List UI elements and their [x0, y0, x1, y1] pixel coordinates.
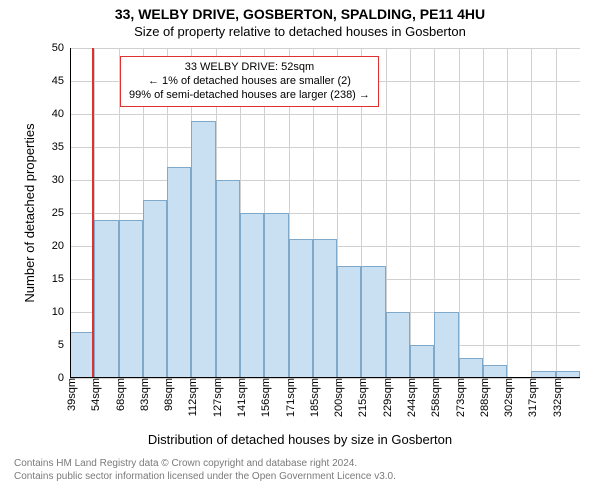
footer-line: Contains HM Land Registry data © Crown c…	[14, 458, 396, 471]
histogram-bar	[70, 332, 94, 378]
page-subtitle: Size of property relative to detached ho…	[0, 24, 600, 39]
grid-line-horizontal	[70, 114, 580, 115]
x-tick-label: 98sqm	[159, 378, 175, 411]
y-tick-label: 45	[52, 75, 70, 87]
histogram-bar	[434, 312, 458, 378]
property-marker-line	[92, 48, 94, 378]
histogram-bar	[313, 239, 337, 378]
grid-line-vertical	[483, 48, 484, 378]
grid-line-vertical	[459, 48, 460, 378]
histogram-bar	[143, 200, 167, 378]
y-tick-label: 5	[58, 339, 70, 351]
x-axis-title: Distribution of detached houses by size …	[0, 432, 600, 447]
x-tick-label: 185sqm	[305, 378, 321, 417]
histogram-bar	[240, 213, 264, 378]
annotation-line: 99% of semi-detached houses are larger (…	[129, 89, 370, 103]
x-tick-label: 332sqm	[548, 378, 564, 417]
x-tick-label: 302sqm	[499, 378, 515, 417]
x-tick-label: 68sqm	[111, 378, 127, 411]
x-tick-label: 39sqm	[62, 378, 78, 411]
x-tick-label: 288sqm	[475, 378, 491, 417]
page-title: 33, WELBY DRIVE, GOSBERTON, SPALDING, PE…	[0, 6, 600, 22]
histogram-bar	[94, 220, 118, 378]
x-tick-label: 317sqm	[523, 378, 539, 417]
grid-line-horizontal	[70, 180, 580, 181]
y-axis-line	[70, 48, 71, 378]
y-tick-label: 20	[52, 240, 70, 252]
x-tick-label: 127sqm	[208, 378, 224, 417]
x-tick-label: 200sqm	[329, 378, 345, 417]
histogram-bar	[337, 266, 361, 378]
y-tick-label: 25	[52, 207, 70, 219]
x-tick-label: 112sqm	[183, 378, 199, 416]
grid-line-vertical	[507, 48, 508, 378]
grid-line-horizontal	[70, 48, 580, 49]
annotation-line: 33 WELBY DRIVE: 52sqm	[129, 61, 370, 75]
histogram-bar	[386, 312, 410, 378]
histogram-bar	[410, 345, 434, 378]
grid-line-vertical	[410, 48, 411, 378]
y-tick-label: 10	[52, 306, 70, 318]
x-tick-label: 215sqm	[353, 378, 369, 417]
histogram-bar	[361, 266, 385, 378]
y-tick-label: 15	[52, 273, 70, 285]
y-tick-label: 30	[52, 174, 70, 186]
x-axis-line	[70, 377, 580, 378]
annotation-line: ← 1% of detached houses are smaller (2)	[129, 75, 370, 89]
y-tick-label: 50	[52, 42, 70, 54]
y-tick-label: 40	[52, 108, 70, 120]
grid-line-vertical	[531, 48, 532, 378]
x-tick-label: 258sqm	[426, 378, 442, 417]
attribution-footer: Contains HM Land Registry data © Crown c…	[0, 458, 396, 483]
y-axis-title: Number of detached properties	[22, 123, 37, 302]
footer-line: Contains public sector information licen…	[14, 471, 396, 484]
x-tick-label: 244sqm	[402, 378, 418, 417]
histogram-bar	[167, 167, 191, 378]
x-tick-label: 156sqm	[256, 378, 272, 417]
grid-line-horizontal	[70, 147, 580, 148]
histogram-bar	[191, 121, 215, 378]
x-tick-label: 273sqm	[451, 378, 467, 417]
x-tick-label: 171sqm	[281, 378, 297, 417]
histogram-bar	[216, 180, 240, 378]
histogram-bar	[264, 213, 288, 378]
annotation-box: 33 WELBY DRIVE: 52sqm← 1% of detached ho…	[120, 56, 379, 107]
histogram-bar	[119, 220, 143, 378]
x-tick-label: 54sqm	[86, 378, 102, 411]
grid-line-vertical	[556, 48, 557, 378]
x-tick-label: 229sqm	[378, 378, 394, 417]
x-tick-label: 83sqm	[135, 378, 151, 411]
histogram-bar	[289, 239, 313, 378]
y-tick-label: 35	[52, 141, 70, 153]
x-tick-label: 141sqm	[232, 378, 248, 417]
histogram-bar	[459, 358, 483, 378]
